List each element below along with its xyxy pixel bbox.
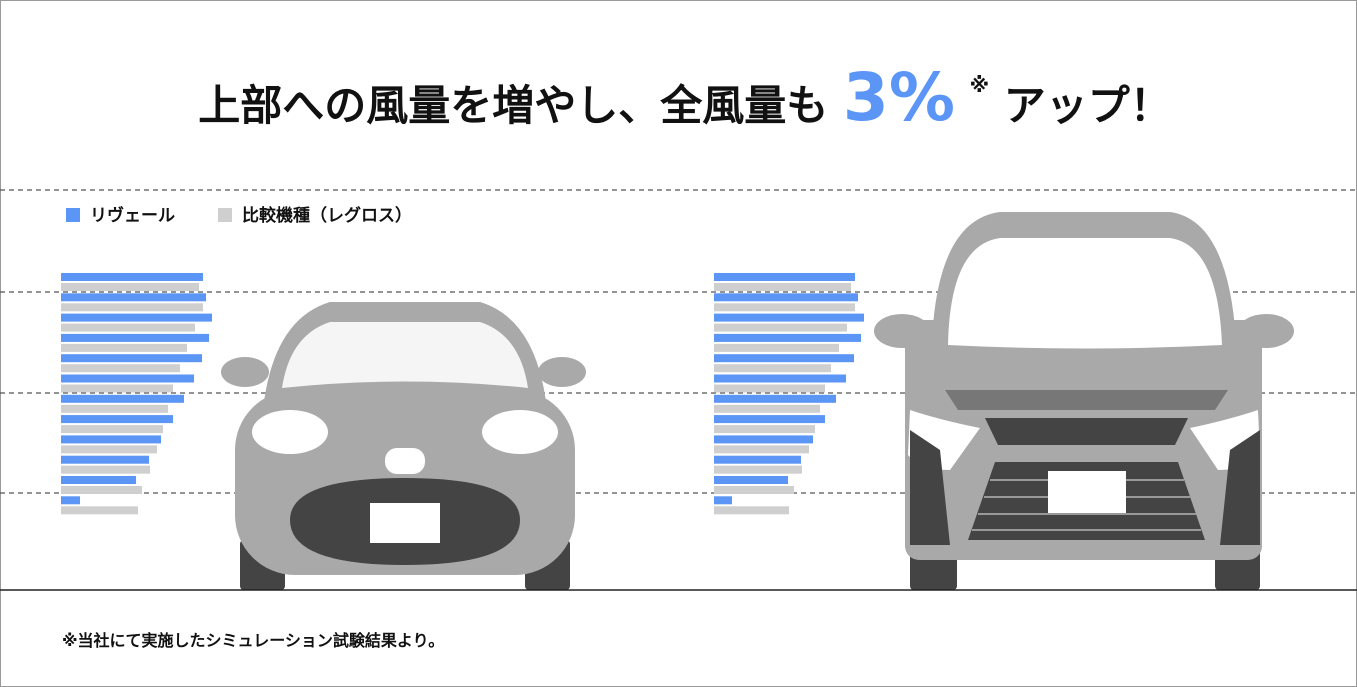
bar [61, 385, 173, 393]
bar [61, 324, 195, 332]
legend-swatch [218, 208, 232, 222]
bar [61, 375, 194, 383]
bar [61, 334, 209, 342]
bar [714, 425, 815, 433]
bar [61, 506, 138, 514]
headline-highlight: 3% [843, 59, 955, 136]
bar [61, 395, 184, 403]
bar [714, 415, 825, 423]
bar [61, 405, 168, 413]
headline-text: 上部への風量を増やし、全風量も [198, 81, 828, 130]
bar [61, 466, 150, 474]
bar [61, 273, 203, 281]
bar [714, 375, 846, 383]
bar [714, 283, 851, 291]
bar [61, 293, 206, 301]
bar [61, 486, 142, 494]
bar [714, 456, 801, 464]
bar [714, 506, 789, 514]
bar [61, 435, 161, 443]
bar [61, 425, 163, 433]
bar [61, 314, 212, 322]
bar [714, 334, 861, 342]
bar [714, 435, 813, 443]
bar [714, 364, 831, 372]
bar [714, 303, 855, 311]
legend-label: 比較機種（レグロス） [242, 205, 412, 226]
headline-text: アップ！ [1004, 81, 1172, 130]
bar [61, 354, 202, 362]
legend-label: リヴェール [90, 205, 175, 226]
bar [714, 466, 802, 474]
bar [714, 314, 864, 322]
legend-swatch [66, 208, 80, 222]
bar [61, 496, 80, 504]
bar [714, 395, 836, 403]
footnote: ※当社にて実施したシミュレーション試験結果より。 [62, 631, 444, 650]
bar [61, 456, 149, 464]
bar [61, 303, 203, 311]
bar [714, 293, 858, 301]
bar [714, 273, 855, 281]
bar [714, 324, 847, 332]
bar [714, 496, 732, 504]
bar [714, 385, 825, 393]
bar [714, 476, 788, 484]
bar [61, 364, 180, 372]
infographic: 上部への風量を増やし、全風量も 3% ※ アップ！ [0, 0, 1357, 687]
bar [61, 476, 136, 484]
bar [714, 405, 820, 413]
bar [61, 415, 173, 423]
bar [61, 445, 157, 453]
headline-mark: ※ [970, 73, 989, 97]
bar [61, 344, 187, 352]
bar [61, 283, 199, 291]
bar [714, 486, 794, 494]
bar [714, 354, 854, 362]
bar [714, 344, 839, 352]
bar [714, 445, 809, 453]
